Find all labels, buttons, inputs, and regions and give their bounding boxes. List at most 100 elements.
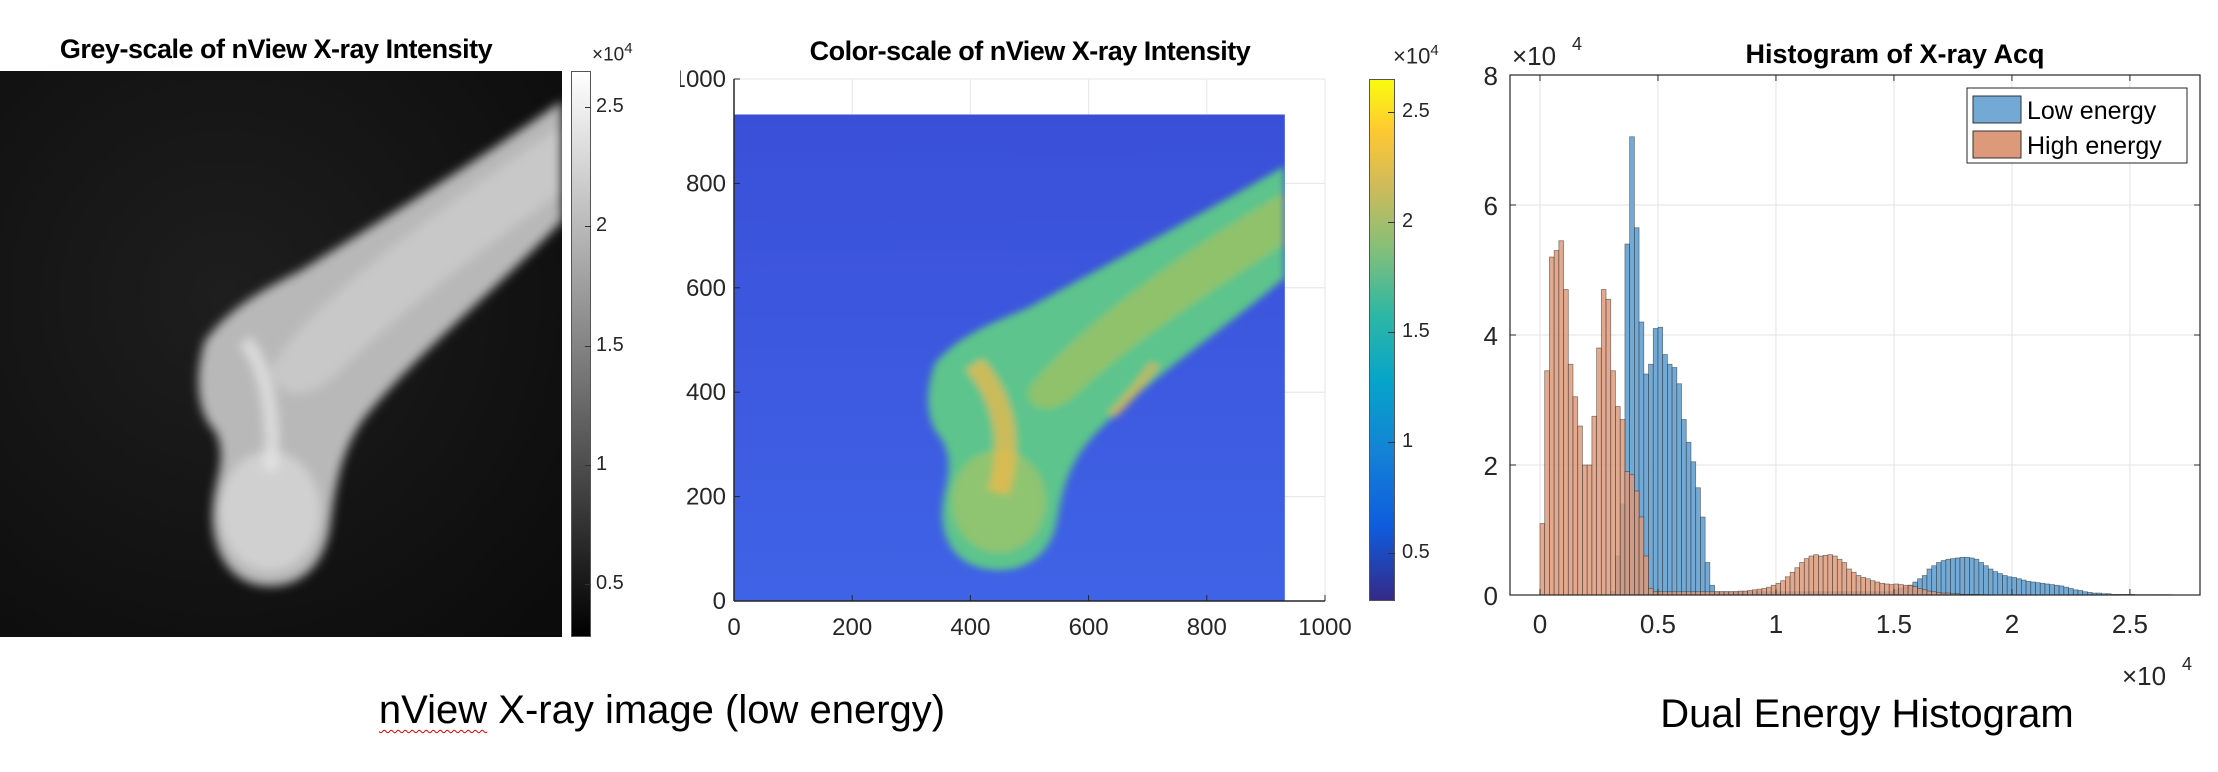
bone-shape-color xyxy=(928,166,1285,571)
histogram-bar xyxy=(2035,582,2041,596)
histogram-bar xyxy=(1992,571,1999,596)
colorbar-tick-mark xyxy=(585,106,591,108)
x-tick-label: 2.5 xyxy=(2112,609,2148,639)
x-axis-multiplier: ×10 xyxy=(2122,661,2166,691)
histogram-bar xyxy=(2011,577,2017,596)
histogram-bar xyxy=(1973,558,1980,596)
histogram-bar xyxy=(1869,580,1876,596)
histogram-bar xyxy=(1577,425,1583,596)
legend-label: High energy xyxy=(2027,132,2162,160)
caption-rest: X-ray image (low energy) xyxy=(487,688,946,732)
histogram-bar xyxy=(1751,589,1758,596)
histogram-bar xyxy=(1553,250,1560,596)
histogram-bar xyxy=(2039,582,2046,596)
histogram-bar xyxy=(1898,584,1904,596)
histogram-bar xyxy=(1685,441,1692,596)
colorbar-tick-label: 1.5 xyxy=(596,333,624,356)
histogram-bar xyxy=(1950,558,1956,596)
histogram-bar xyxy=(1690,461,1697,596)
histogram-bar xyxy=(1657,326,1664,596)
colorbar-tick-mark xyxy=(585,345,591,347)
histogram-bar xyxy=(2006,576,2013,596)
x-tick-label: 200 xyxy=(832,614,872,641)
caption-histogram: Dual Energy Histogram xyxy=(1660,692,2074,736)
histogram-bar xyxy=(1903,584,1909,596)
y-tick-label: 600 xyxy=(686,275,726,302)
histogram-bar xyxy=(1775,582,1782,596)
x-tick-label: 400 xyxy=(950,614,990,641)
histogram-bar xyxy=(1667,363,1673,596)
histogram-bar xyxy=(1549,256,1555,596)
histogram-bar xyxy=(2025,580,2032,596)
histogram-bar xyxy=(1572,396,1579,596)
histogram-bar xyxy=(1539,523,1546,596)
histogram-bar xyxy=(1652,328,1659,596)
histogram-bar xyxy=(1907,584,1914,596)
x-tick-label: 0.5 xyxy=(1640,609,1676,639)
histogram-bar xyxy=(1917,588,1923,596)
histogram-bar xyxy=(1921,589,1928,596)
colorbar-tick-label: 2 xyxy=(1402,210,1414,233)
histogram-bar xyxy=(2021,579,2027,596)
histogram-bar xyxy=(1940,560,1947,596)
histogram-bar xyxy=(1695,487,1701,596)
histogram-chart: 0 0.5 1 1.5 2 2.5 0 2 4 6 8 Histogram of X-ray Acq ×… xyxy=(1484,34,2201,691)
x-tick-label: 1 xyxy=(1769,609,1783,639)
x-tick-label: 1000 xyxy=(1298,614,1351,641)
histogram-bar xyxy=(2054,584,2060,596)
y-tick-label: 400 xyxy=(686,379,726,406)
histogram-bar xyxy=(1969,557,1975,596)
y-axis-multiplier-exponent: 4 xyxy=(1572,34,1582,54)
histogram-bar xyxy=(1756,588,1763,596)
histogram-bar xyxy=(1888,584,1895,596)
x-tick-label: 800 xyxy=(1187,614,1227,641)
histogram-bar xyxy=(1615,406,1621,596)
histogram-bar xyxy=(1766,586,1772,596)
histogram-bar xyxy=(1671,367,1678,596)
histogram-bar xyxy=(1846,568,1852,596)
parula-colorbar-multiplier: ×104 xyxy=(1393,42,1439,69)
colorbar-tick-mark xyxy=(1388,442,1395,444)
y-tick-label: 4 xyxy=(1484,321,1498,351)
histogram-bar xyxy=(1945,558,1951,596)
histogram-bar xyxy=(1638,516,1645,596)
y-tick-label: 200 xyxy=(686,484,726,511)
histogram-bar xyxy=(1648,363,1654,596)
grey-xray-image xyxy=(0,71,562,637)
parula-colorbar xyxy=(1369,79,1395,601)
histogram-bar xyxy=(2030,581,2036,596)
grey-plot-title: Grey-scale of nView X-ray Intensity xyxy=(59,34,493,64)
histogram-bar xyxy=(1643,555,1649,596)
histogram-bar xyxy=(1624,471,1630,596)
legend-label: Low energy xyxy=(2027,97,2157,125)
colorbar-tick-label: 0.5 xyxy=(596,572,624,595)
histogram-bar xyxy=(1997,573,2003,596)
y-tick-label: 2 xyxy=(1484,451,1498,481)
color-plot-title: Color-scale of nView X-ray Intensity xyxy=(809,36,1251,66)
colorbar-tick-mark xyxy=(585,465,591,467)
caption-xray-image: nView X-ray image (low energy) xyxy=(379,688,945,733)
y-tick-label: 800 xyxy=(686,170,726,197)
colorbar-tick-label: 1 xyxy=(596,453,608,476)
histogram-bar xyxy=(1605,298,1612,596)
histogram-bar xyxy=(1634,490,1640,596)
colorbar-tick-label: 2.5 xyxy=(596,94,624,117)
histogram-bar xyxy=(1761,588,1767,596)
histogram-bar xyxy=(1978,562,1984,596)
histogram-bar xyxy=(1808,555,1815,596)
histogram-bar xyxy=(1586,464,1593,596)
x-tick-label: 2 xyxy=(2005,609,2019,639)
x-tick-label: 0 xyxy=(727,614,740,641)
histogram-bar xyxy=(1818,555,1824,596)
histogram-bar xyxy=(1794,567,1800,596)
histogram-bar xyxy=(1681,419,1687,596)
histogram-bar xyxy=(1662,354,1668,596)
histogram-bar xyxy=(2072,589,2079,596)
colorbar-tick-mark xyxy=(1388,112,1395,114)
histogram-bar xyxy=(1936,562,1942,596)
colorbar-tick-label: 1.5 xyxy=(1402,320,1430,343)
histogram-bar xyxy=(1964,556,1970,596)
colorbar-tick-mark xyxy=(585,226,591,228)
histogram-bar xyxy=(1676,383,1682,596)
histogram-bar xyxy=(1567,363,1574,596)
